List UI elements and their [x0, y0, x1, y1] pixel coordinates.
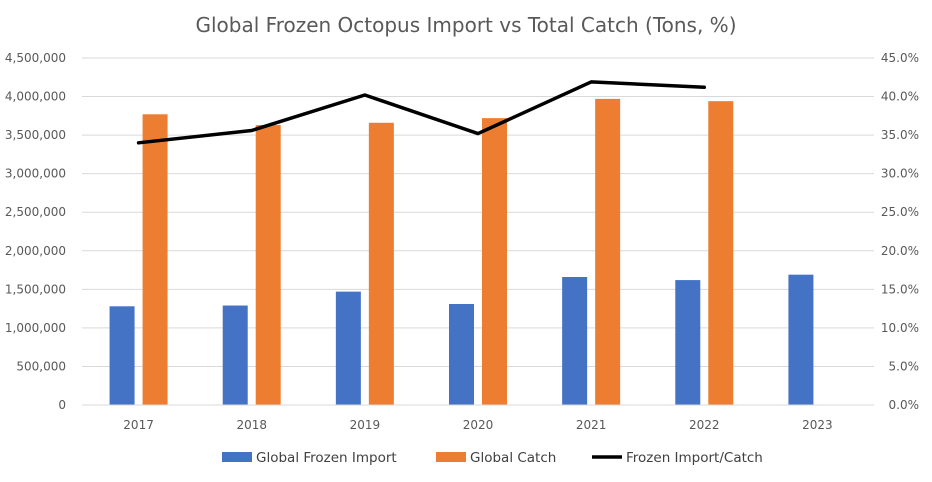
right-axis-tick-label: 30.0% — [881, 167, 919, 181]
legend-item: Global Catch — [436, 450, 556, 466]
bar-global-frozen-import — [449, 303, 474, 405]
bar-global-frozen-import — [675, 280, 701, 405]
legend-swatch — [436, 452, 466, 462]
right-axis-tick-label: 20.0% — [881, 244, 919, 258]
legend-item: Frozen Import/Catch — [592, 450, 763, 466]
bar-global-catch — [255, 125, 281, 405]
left-axis-tick-label: 1,500,000 — [5, 282, 66, 296]
left-axis: 0 500,000 1,000,000 1,500,000 2,000,000 2,500… — [5, 51, 66, 412]
right-axis-tick-label: 45.0% — [881, 51, 919, 65]
left-axis-tick-label: 0 — [58, 398, 66, 412]
left-axis-tick-label: 4,000,000 — [5, 90, 66, 104]
x-axis-tick-label: 2020 — [463, 418, 494, 432]
legend-item: Global Frozen Import — [222, 450, 397, 466]
x-axis-tick-label: 2018 — [236, 418, 267, 432]
left-axis-tick-label: 2,000,000 — [5, 244, 66, 258]
right-axis-tick-label: 35.0% — [881, 128, 919, 142]
x-axis-tick-label: 2017 — [123, 418, 154, 432]
bar-global-frozen-import — [222, 305, 248, 405]
left-axis-tick-label: 3,000,000 — [5, 167, 66, 181]
x-axis-tick-label: 2019 — [350, 418, 381, 432]
legend-label: Global Frozen Import — [256, 450, 397, 466]
legend: Global Frozen Import Global Catch Frozen I… — [222, 450, 763, 466]
right-axis-tick-label: 15.0% — [881, 282, 919, 296]
bar-global-catch — [482, 118, 507, 405]
x-axis-tick-label: 2022 — [689, 418, 720, 432]
right-axis-tick-label: 25.0% — [881, 205, 919, 219]
bar-global-catch — [368, 122, 394, 406]
ratio-line — [136, 80, 707, 145]
legend-label: Global Catch — [470, 450, 556, 466]
chart-title: Global Frozen Octopus Import vs Total Ca… — [195, 13, 736, 37]
x-axis-tick-label: 2021 — [576, 418, 607, 432]
right-axis-tick-label: 40.0% — [881, 90, 919, 104]
right-axis-tick-label: 0.0% — [889, 398, 920, 412]
left-axis-tick-label: 1,000,000 — [5, 321, 66, 335]
bar-global-catch — [708, 101, 734, 405]
bar-global-frozen-import — [335, 291, 361, 405]
bar-global-frozen-import — [562, 276, 588, 405]
x-axis-tick-label: 2023 — [802, 418, 833, 432]
x-axis: 2017 2018 2019 2020 2021 2022 2023 — [82, 404, 874, 432]
right-axis: 0.0% 5.0% 10.0% 15.0% 20.0% 25.0% 30.0% 35.0% 40… — [881, 51, 919, 412]
left-axis-tick-label: 2,500,000 — [5, 205, 66, 219]
right-axis-tick-label: 5.0% — [889, 359, 920, 373]
bar-global-frozen-import — [788, 274, 814, 405]
line-frozen-import-catch — [136, 80, 707, 145]
bars — [109, 98, 814, 406]
left-axis-tick-label: 4,500,000 — [5, 51, 66, 65]
right-axis-tick-label: 10.0% — [881, 321, 919, 335]
left-axis-tick-label: 3,500,000 — [5, 128, 66, 142]
left-axis-tick-label: 500,000 — [16, 359, 66, 373]
legend-label: Frozen Import/Catch — [626, 450, 763, 466]
bar-global-catch — [142, 114, 168, 406]
legend-swatch — [222, 452, 252, 462]
bar-global-catch — [595, 98, 621, 405]
gridlines — [82, 57, 874, 406]
bar-global-frozen-import — [109, 306, 135, 405]
